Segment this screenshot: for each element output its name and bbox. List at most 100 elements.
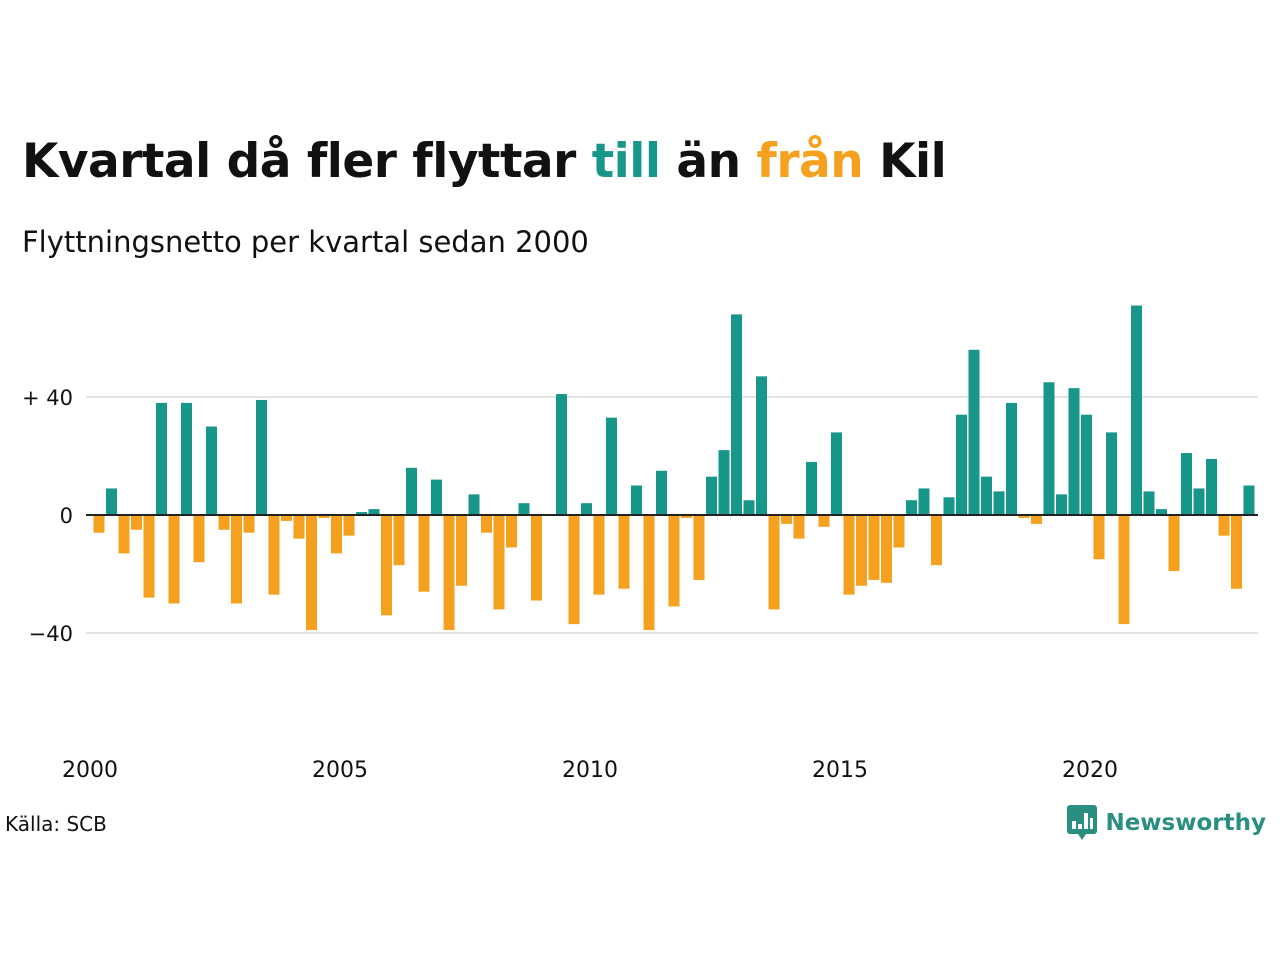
bar (906, 500, 917, 515)
source-note: Källa: SCB (5, 812, 107, 836)
bar (118, 515, 130, 554)
newsworthy-logo-icon (1067, 805, 1098, 840)
bar (631, 485, 642, 515)
bar (456, 515, 467, 586)
bar (1056, 494, 1067, 515)
bar (1218, 515, 1230, 536)
bar (718, 450, 730, 515)
bar (1043, 382, 1055, 515)
bar (956, 414, 967, 515)
bar (531, 515, 542, 601)
newsworthy-logo-text: Newsworthy (1105, 810, 1266, 836)
bar (1206, 458, 1217, 515)
bar (768, 515, 780, 610)
bar (1168, 515, 1180, 572)
y-tick-label: 0 (60, 504, 73, 528)
bar (618, 515, 630, 589)
bar (406, 467, 417, 515)
bar (981, 476, 992, 515)
bar (381, 515, 392, 616)
bar (868, 515, 880, 580)
bar (156, 402, 167, 515)
bar (693, 515, 705, 580)
bar (656, 470, 667, 515)
x-tick-label: 2010 (562, 758, 618, 783)
bar (318, 515, 330, 518)
bar (206, 426, 217, 515)
bar (1193, 488, 1205, 515)
bar (243, 515, 255, 533)
bar (506, 515, 517, 548)
bar (931, 515, 942, 566)
bar (1031, 515, 1042, 524)
bar (781, 515, 792, 524)
bar (818, 515, 830, 527)
bar (343, 515, 355, 536)
bar (293, 515, 305, 539)
bar (1018, 515, 1030, 518)
bar (743, 500, 755, 515)
bar (193, 515, 205, 563)
bar (106, 488, 117, 515)
bar (1181, 453, 1192, 515)
bar (493, 515, 505, 610)
x-tick-label: 2000 (62, 758, 118, 783)
bar (518, 503, 530, 515)
bar (1118, 515, 1130, 625)
bar (756, 376, 767, 515)
bar (256, 399, 267, 515)
bar (1093, 515, 1105, 560)
bar (231, 515, 242, 604)
bar (893, 515, 905, 548)
bar (306, 515, 317, 631)
title-part-1: Kvartal då fler flyttar (22, 134, 592, 189)
bar (268, 515, 280, 595)
bar (843, 515, 855, 595)
bar (1231, 515, 1242, 589)
bar (1143, 491, 1155, 515)
bar (943, 497, 955, 515)
bar (918, 488, 930, 515)
bar (706, 476, 717, 515)
bar (993, 491, 1005, 515)
bar (793, 515, 805, 539)
bar (1106, 432, 1117, 515)
bar (181, 402, 192, 515)
x-tick-label: 2015 (812, 758, 868, 783)
x-tick-label: 2005 (312, 758, 368, 783)
bar (218, 515, 230, 530)
bar (1131, 305, 1142, 515)
title-word-fran: från (756, 134, 864, 189)
y-tick-label: −40 (29, 622, 73, 646)
x-tick-label: 2020 (1062, 758, 1118, 783)
bar (443, 515, 455, 631)
bar (581, 503, 592, 515)
chart-subtitle: Flyttningsnetto per kvartal sedan 2000 (22, 225, 589, 259)
bar (393, 515, 405, 566)
bar (468, 494, 480, 515)
bar (856, 515, 867, 586)
bar (356, 512, 367, 515)
bar (431, 479, 442, 515)
bar (731, 314, 742, 515)
bar (643, 515, 655, 631)
gridlines (86, 396, 1258, 634)
bar (681, 515, 692, 518)
bar (143, 515, 155, 598)
bar (1081, 414, 1092, 515)
bar (281, 515, 292, 521)
bar (1068, 388, 1080, 515)
bars (93, 305, 1255, 631)
newsworthy-logo: Newsworthy (1067, 803, 1266, 843)
bar (1243, 485, 1255, 515)
title-part-3: Kil (863, 134, 947, 189)
title-word-till: till (591, 134, 661, 189)
bar (418, 515, 430, 592)
y-tick-label: + 40 (22, 386, 73, 410)
bar (481, 515, 492, 533)
bar (556, 394, 567, 515)
bar (806, 461, 817, 515)
bar (831, 432, 842, 515)
bar (881, 515, 892, 583)
